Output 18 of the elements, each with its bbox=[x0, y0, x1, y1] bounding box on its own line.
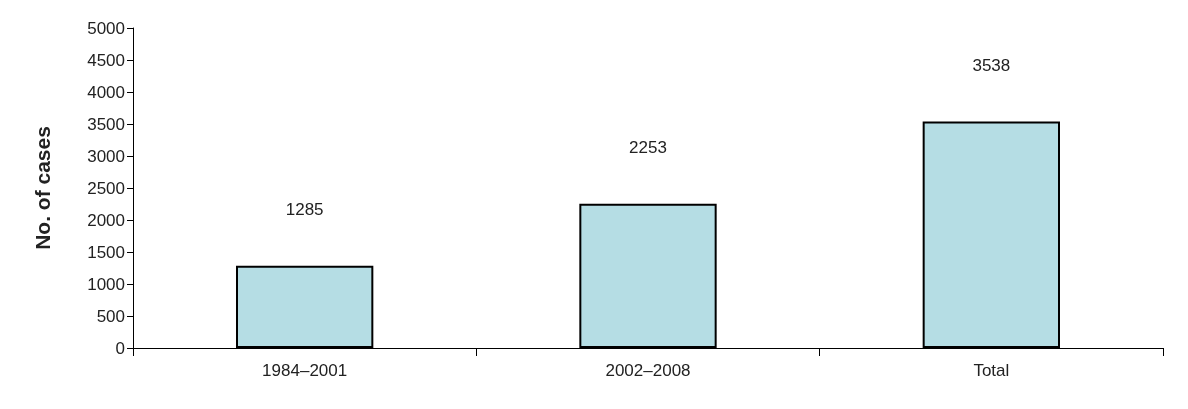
y-tick-label: 4500 bbox=[87, 50, 125, 70]
y-tick-label: 2000 bbox=[87, 210, 125, 230]
x-tick-label: Total bbox=[973, 361, 1010, 380]
y-tick-label: 3000 bbox=[87, 146, 125, 166]
y-tick-label: 500 bbox=[96, 306, 125, 326]
data-label: 1285 bbox=[285, 199, 324, 219]
x-tick-label: 2002–2008 bbox=[605, 361, 691, 380]
y-tick-label: 0 bbox=[115, 338, 125, 358]
x-tick-label: 1984–2001 bbox=[262, 361, 348, 380]
y-tick-label: 5000 bbox=[87, 18, 125, 38]
y-tick-label: 3500 bbox=[87, 114, 125, 134]
y-tick-label: 4000 bbox=[87, 82, 125, 102]
y-tick-label: 2500 bbox=[87, 178, 125, 198]
y-tick-label: 1000 bbox=[87, 274, 125, 294]
data-label: 3538 bbox=[972, 55, 1011, 75]
y-tick-label: 1500 bbox=[87, 242, 125, 262]
y-axis-title: No. of cases bbox=[31, 126, 54, 250]
data-label: 2253 bbox=[629, 137, 667, 157]
